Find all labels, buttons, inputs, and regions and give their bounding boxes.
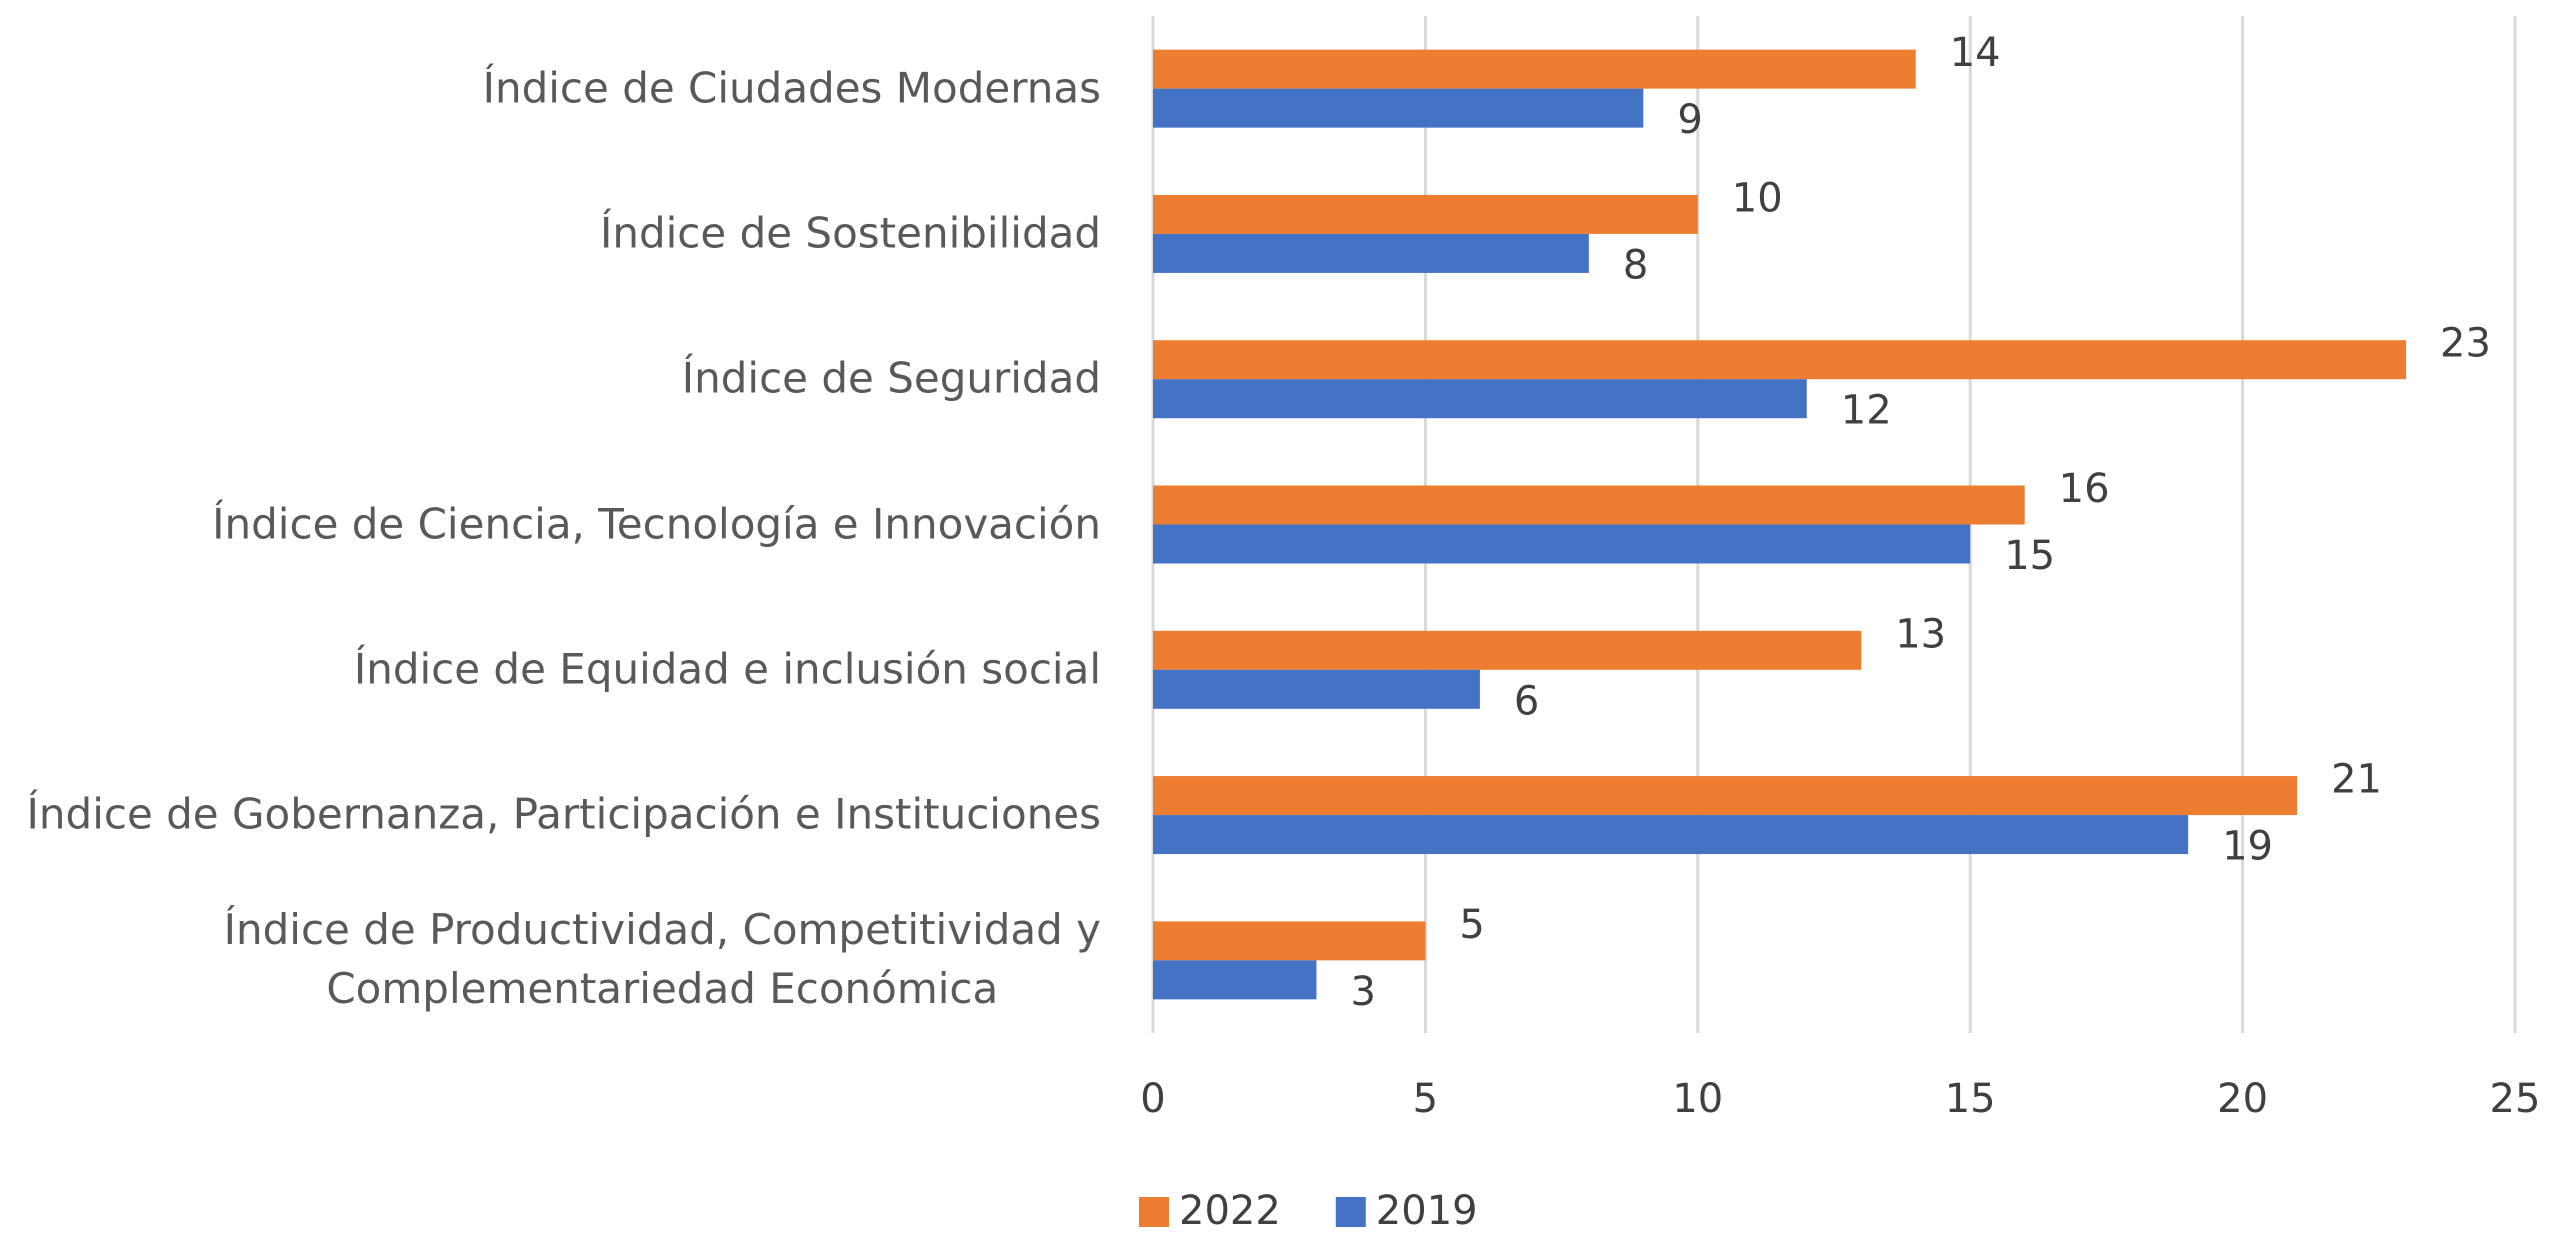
x-tick-label: 0 xyxy=(1140,1076,1165,1122)
data-label: 15 xyxy=(2004,533,2055,579)
bar xyxy=(1153,233,1589,273)
category-text: Índice de Gobernanza, Participación e In… xyxy=(26,789,1101,839)
bar xyxy=(1153,960,1317,1000)
data-label: 6 xyxy=(1514,678,1539,724)
bar xyxy=(1153,340,2407,380)
bar xyxy=(1153,379,1807,419)
bar xyxy=(1153,921,1426,961)
bar xyxy=(1153,49,1916,89)
category-text: Índice de Seguridad xyxy=(681,353,1101,403)
x-tick-label: 20 xyxy=(2217,1076,2268,1122)
category-label: Índice de Equidad e inclusión social xyxy=(0,640,1101,699)
category-text: Índice de Productividad, Competitividad … xyxy=(223,905,1101,1014)
category-label: Índice de Gobernanza, Participación e In… xyxy=(0,786,1101,845)
data-label: 8 xyxy=(1623,242,1648,288)
data-label: 23 xyxy=(2440,321,2491,367)
bar xyxy=(1153,88,1644,128)
bar xyxy=(1153,815,2189,855)
data-label: 21 xyxy=(2331,757,2382,803)
category-label: Índice de Sostenibilidad xyxy=(0,205,1101,264)
category-label: Índice de Ciencia, Tecnología e Innovaci… xyxy=(0,495,1101,554)
x-tick-label: 15 xyxy=(1945,1076,1996,1122)
legend-swatch xyxy=(1335,1197,1366,1227)
data-label: 5 xyxy=(1459,902,1484,948)
data-label: 3 xyxy=(1350,969,1375,1015)
bar xyxy=(1153,630,1862,670)
bar xyxy=(1153,194,1698,234)
data-label: 10 xyxy=(1732,175,1783,221)
data-label: 14 xyxy=(1950,30,2001,76)
category-label: Índice de Seguridad xyxy=(0,350,1101,409)
data-label: 19 xyxy=(2222,824,2273,870)
data-label: 13 xyxy=(1895,611,1946,657)
bar xyxy=(1153,485,2025,525)
category-text: Índice de Equidad e inclusión social xyxy=(353,644,1101,694)
bar xyxy=(1153,776,2298,816)
data-label: 12 xyxy=(1841,388,1892,434)
data-label: 16 xyxy=(2059,466,2110,512)
bar xyxy=(1153,524,1971,564)
legend-label: 2019 xyxy=(1376,1188,1478,1234)
x-tick-label: 10 xyxy=(1672,1076,1723,1122)
data-label: 9 xyxy=(1677,97,1702,143)
legend-label: 2022 xyxy=(1179,1188,1281,1234)
category-label: Índice de Ciudades Modernas xyxy=(0,59,1101,118)
category-text: Índice de Sostenibilidad xyxy=(599,208,1101,258)
category-label: Índice de Productividad, Competitividad … xyxy=(0,902,1101,1020)
category-text: Índice de Ciencia, Tecnología e Innovaci… xyxy=(212,499,1101,549)
x-tick-label: 25 xyxy=(2490,1076,2541,1122)
category-text: Índice de Ciudades Modernas xyxy=(482,63,1101,113)
x-tick-label: 5 xyxy=(1413,1076,1438,1122)
bar xyxy=(1153,669,1480,709)
legend-swatch xyxy=(1139,1197,1169,1227)
